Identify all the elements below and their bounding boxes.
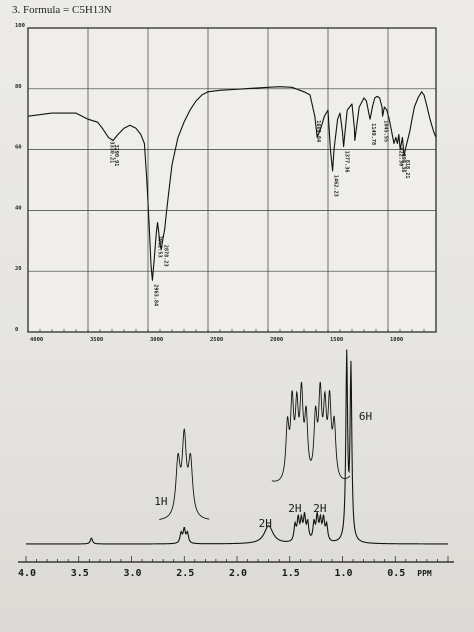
ir-x-tick-label: 2500 [210,337,223,343]
ir-peak-label: 1377.36 [344,151,350,173]
ir-spectrum-chart: 4000 3500 3000 2500 2000 1500 1000 0 20 40 60 80 100… [15,23,437,343]
nmr-integration-label: 6H [359,410,372,423]
ir-peak-label: 1149.78 [370,123,376,145]
nmr-integration-label: 2H [288,502,301,515]
ir-y-tick-label: 60 [15,145,22,151]
nmr-x-tick-label: 2.0 [229,568,247,579]
nmr-x-tick-label: 1.0 [335,568,353,579]
ir-x-tick-label: 1500 [330,337,343,343]
nmr-x-tick-label: 3.5 [71,568,89,579]
nmr-x-tick-label: 0.5 [387,568,405,579]
ir-y-tick-label: 0 [15,327,18,333]
ir-x-tick-label: 1000 [390,337,403,343]
ir-peak-label: 2963.84 [152,284,158,306]
ir-x-tick-label: 3500 [90,337,103,343]
ir-y-tick-label: 100 [15,23,25,29]
ir-peak-label: 818.21 [404,160,410,179]
ir-peak-label: 1609.84 [315,120,321,142]
nmr-integration-label: 2H [259,517,272,530]
nmr-integration-label: 2H [313,502,326,515]
ir-plot-frame [27,27,437,333]
nmr-x-tick-label: 2.5 [176,568,194,579]
nmr-x-tick-label: 4.0 [18,568,36,579]
ir-x-tick-label: 4000 [30,337,43,343]
nmr-spectrum-line [26,349,448,545]
nmr-expansion-inset [271,381,351,482]
ir-peak-label: 922.30 [397,148,403,167]
ir-y-tick-label: 80 [15,84,22,90]
ir-x-tick-label: 3000 [150,337,163,343]
ir-peak-label: 3290.91 [113,145,119,167]
nmr-x-tick-label: 3.0 [124,568,142,579]
nmr-unit-label: PPM [417,569,432,578]
ir-peak-label: 2878.23 [163,245,169,267]
ir-x-tick-label: 2000 [270,337,283,343]
nmr-x-tick-label: 1.5 [282,568,300,579]
ir-peak-label: 3330.21 [108,141,114,163]
ir-peak-label: 2962.53 [156,236,162,258]
nmr-expansion-inset [159,428,210,520]
ir-y-tick-label: 40 [15,205,22,211]
nmr-integration-label: 1H [154,495,167,508]
ir-y-tick-label: 20 [15,266,22,272]
problem-title: 3. Formula = C5H13N [12,4,112,16]
ir-peak-label: 1045.55 [383,120,389,142]
ir-spectrum-line [27,86,437,281]
ir-peak-label: 1462.23 [333,175,339,197]
ir-peak-label: 898.36 [400,154,406,173]
